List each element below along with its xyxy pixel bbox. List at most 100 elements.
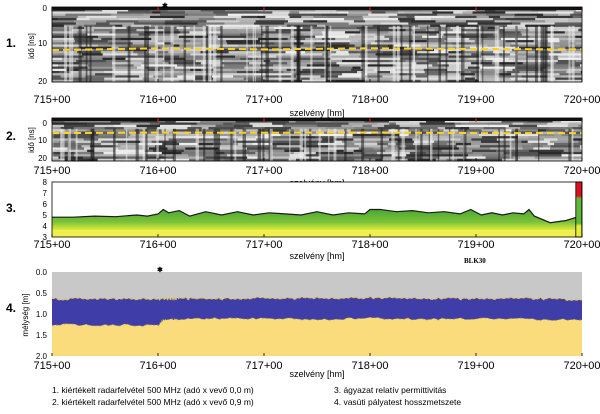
radargram-cell <box>305 11 331 15</box>
radargram-cell <box>444 15 456 19</box>
radargram-cell <box>77 15 87 19</box>
radargram-cell <box>549 140 579 144</box>
radargram-cell <box>522 145 543 148</box>
radargram-cell <box>521 140 528 144</box>
panel-4-xticks: 715+00 716+00 717+00 718+00 719+00 720+00 <box>33 353 600 372</box>
radargram-cell <box>390 70 425 74</box>
radargram-cell <box>432 147 459 151</box>
radargram-cell <box>52 11 85 15</box>
radargram-cell <box>118 46 155 50</box>
radargram-cell <box>83 55 112 59</box>
radargram-cell <box>497 75 522 78</box>
radargram-cell <box>519 156 535 160</box>
panel-4: 4. mélység [m] 0.00.51.01.52.0 ✱ 715+00 7… <box>6 266 600 379</box>
radargram-cell <box>363 154 393 157</box>
radargram-cell <box>149 9 168 12</box>
radargram-cell <box>420 26 451 30</box>
radargram-streak <box>457 25 459 82</box>
radargram-cell <box>52 59 77 63</box>
radargram-cell <box>320 75 338 78</box>
radargram-cell <box>365 136 386 139</box>
radargram-cell <box>372 24 394 28</box>
radargram-cell <box>184 15 214 19</box>
radargram-cell <box>478 133 506 137</box>
radargram-cell <box>127 44 149 48</box>
radargram-cell <box>278 37 288 41</box>
radargram-cell <box>522 147 534 151</box>
radargram-cell <box>249 122 273 126</box>
radargram-cell <box>131 138 138 142</box>
radargram-cell <box>439 31 467 34</box>
legend-item-4: 4. vasúti pályatest hosszmetszete <box>334 397 461 407</box>
radargram-cell <box>471 70 482 74</box>
radargram-cell <box>474 73 497 76</box>
panel-3-xlabel: szelvény [hm] <box>289 251 344 261</box>
radargram-cell <box>554 142 582 146</box>
radargram-cell <box>260 51 279 54</box>
radargram-streak <box>154 25 159 82</box>
radargram-cell <box>508 57 517 61</box>
radargram-cell <box>306 64 340 67</box>
radargram-cell <box>323 55 359 59</box>
y-tick-label: 1.0 <box>36 310 48 319</box>
radargram-streak <box>202 25 206 82</box>
radargram-cell <box>341 156 354 160</box>
radargram-cell <box>243 37 259 41</box>
radargram-cell <box>369 57 401 61</box>
radargram-cell <box>206 24 231 28</box>
radargram-cell <box>120 122 150 126</box>
radargram-cell <box>350 129 368 132</box>
radargram-cell <box>81 145 90 148</box>
radargram-cell <box>214 55 236 59</box>
radargram-cell <box>557 138 573 142</box>
radargram-streak <box>397 25 400 82</box>
radargram-cell <box>326 127 355 130</box>
panel-3-permittivity-area <box>52 209 577 231</box>
radargram-cell <box>235 55 249 59</box>
radargram-cell <box>305 51 330 54</box>
radargram-streak <box>328 128 330 161</box>
radargram-cell <box>115 33 139 37</box>
radargram-cell <box>322 33 356 37</box>
radargram-cell <box>206 20 240 23</box>
radargram-streak <box>516 128 518 161</box>
radargram-streak <box>538 25 540 82</box>
x-tick-label: 719+00 <box>457 360 494 372</box>
radargram-cell <box>370 9 398 12</box>
radargram-cell <box>337 75 366 78</box>
radargram-cell <box>301 77 310 81</box>
radargram-cell <box>83 22 97 26</box>
radargram-cell <box>247 79 283 83</box>
radargram-cell <box>487 26 500 30</box>
radargram-streak <box>415 128 417 161</box>
radargram-cell <box>437 62 465 65</box>
radargram-cell <box>382 158 408 162</box>
radargram-streak <box>494 25 498 82</box>
radargram-cell <box>572 70 581 74</box>
radargram-cell <box>442 35 462 39</box>
radargram-cell <box>290 77 302 81</box>
x-tick-label: 720+00 <box>563 360 600 372</box>
radargram-streak <box>230 128 233 161</box>
radargram-streak <box>476 25 479 82</box>
radargram-cell <box>303 20 310 23</box>
radargram-cell <box>141 64 178 67</box>
radargram-cell <box>357 51 383 54</box>
radargram-cell <box>480 26 488 30</box>
radargram-cell <box>494 55 509 59</box>
radargram-cell <box>315 120 331 123</box>
radargram-cell <box>532 142 548 146</box>
radargram-cell <box>188 154 213 157</box>
radargram-cell <box>471 62 492 65</box>
radargram-streak <box>545 25 548 82</box>
radargram-cell <box>464 68 477 72</box>
radargram-cell <box>52 142 78 146</box>
radargram-cell <box>505 40 516 43</box>
radargram-cell <box>75 48 94 52</box>
radargram-streak <box>408 25 412 82</box>
panel-2-ytick-10: 10 <box>38 136 47 145</box>
radargram-cell <box>336 11 349 15</box>
radargram-streak <box>571 25 575 82</box>
radargram-cell <box>77 51 101 54</box>
